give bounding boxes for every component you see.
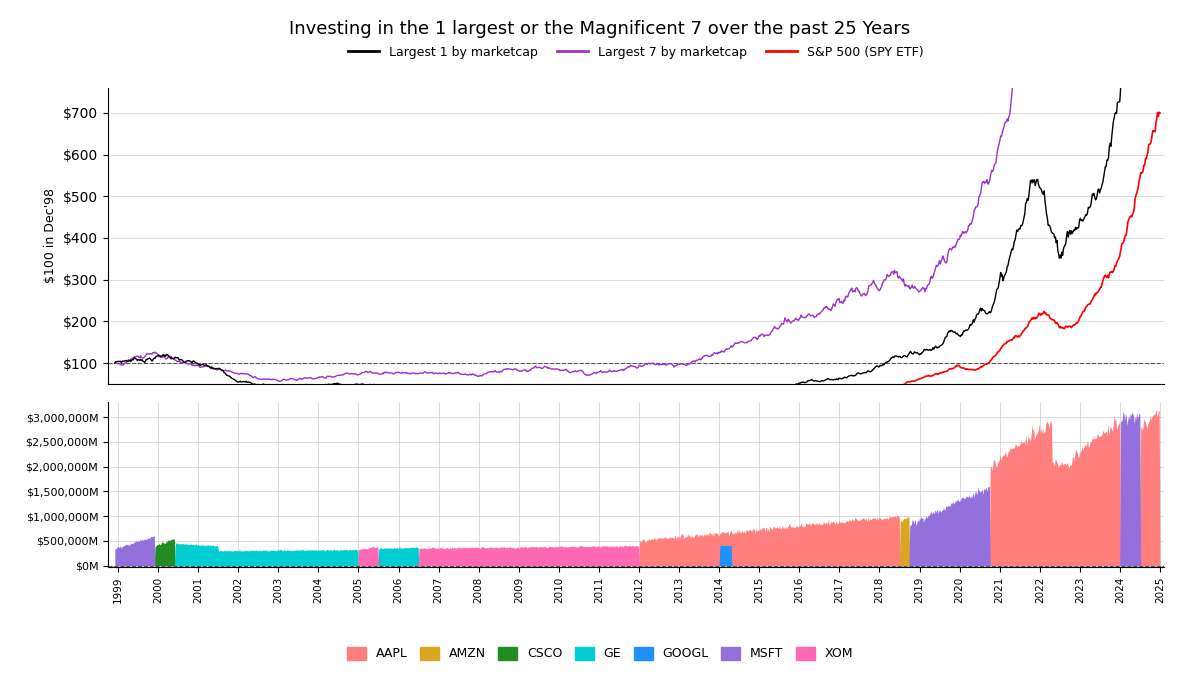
Legend: Largest 1 by marketcap, Largest 7 by marketcap, S&P 500 (SPY ETF): Largest 1 by marketcap, Largest 7 by mar…	[343, 40, 929, 63]
Legend: AAPL, AMZN, CSCO, GE, GOOGL, MSFT, XOM: AAPL, AMZN, CSCO, GE, GOOGL, MSFT, XOM	[342, 642, 858, 666]
Y-axis label: $100 in Dec'98: $100 in Dec'98	[44, 188, 58, 284]
Text: Investing in the 1 largest or the Magnificent 7 over the past 25 Years: Investing in the 1 largest or the Magnif…	[289, 20, 911, 38]
